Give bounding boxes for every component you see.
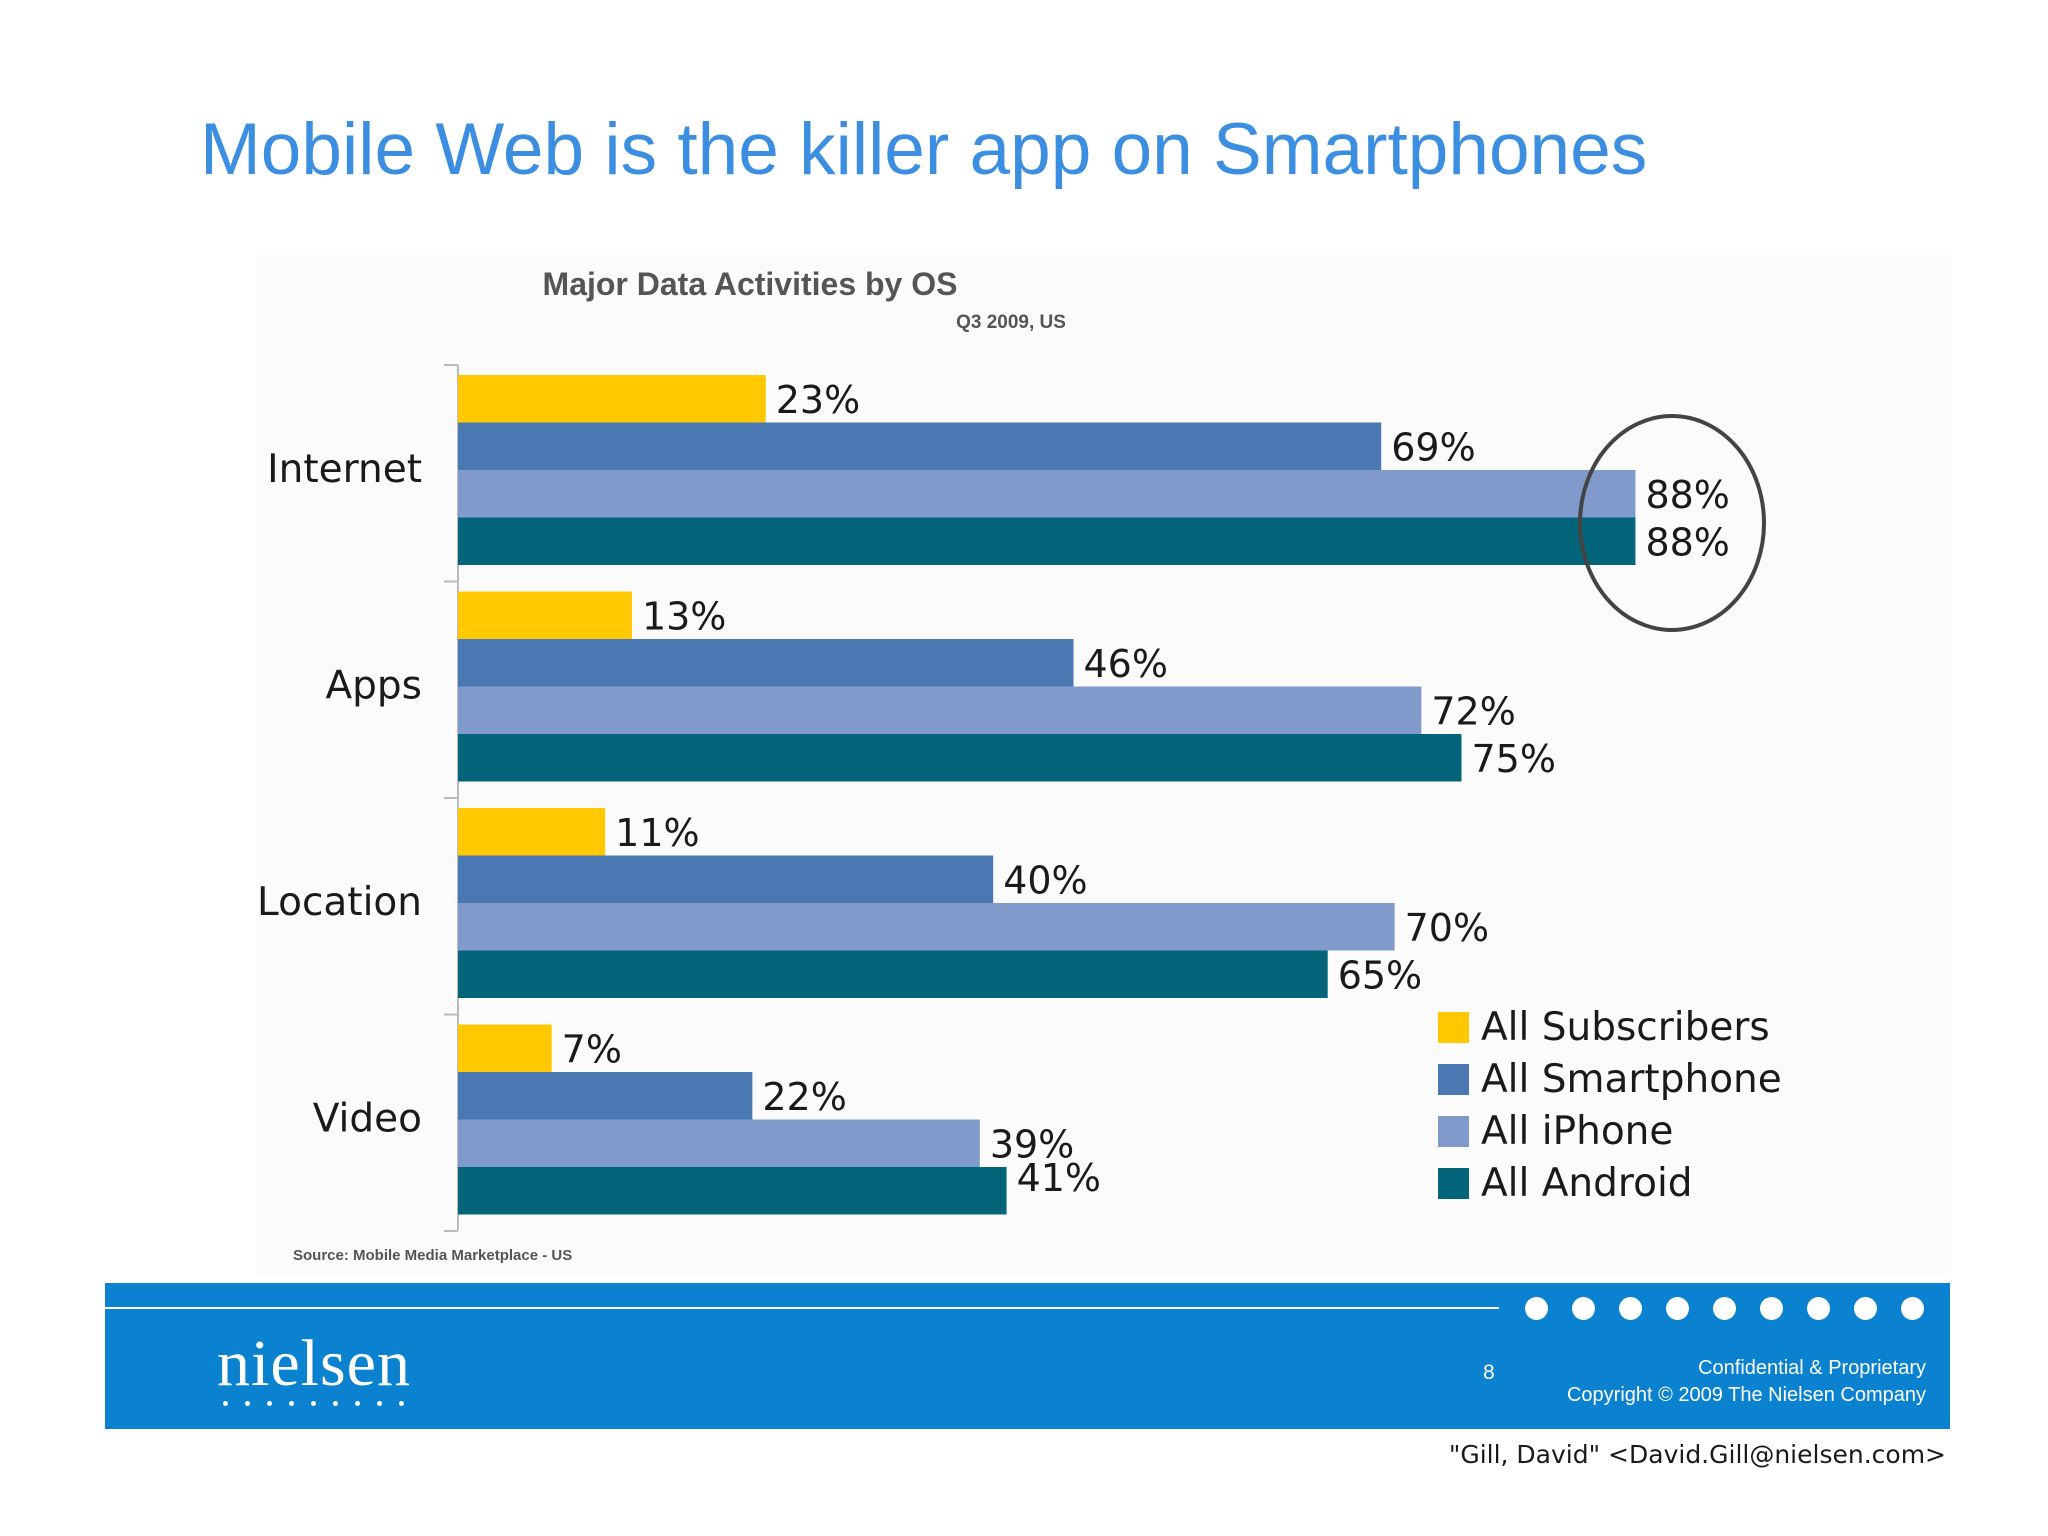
footer-dot (1666, 1297, 1689, 1320)
legend-swatch (1438, 1012, 1469, 1043)
confidential-text: Confidential & Proprietary (1698, 1357, 1926, 1379)
footer-dot (1619, 1297, 1642, 1320)
logo-dot (399, 1401, 404, 1406)
logo-dot (355, 1401, 360, 1406)
footer-divider (105, 1307, 1499, 1309)
confidential-notice: Confidential & Proprietary Copyright © 2… (1567, 1355, 1926, 1409)
footer-dot (1572, 1297, 1595, 1320)
legend-label: All iPhone (1481, 1109, 1673, 1154)
data-label: 88% (1645, 473, 1729, 517)
legend-label: All Subscribers (1481, 1005, 1770, 1050)
sender-email: "Gill, David" <David.Gill@nielsen.com> (1448, 1440, 1946, 1469)
bar (458, 1119, 980, 1167)
bar (458, 375, 766, 423)
footer-dot (1760, 1297, 1783, 1320)
logo-dot (289, 1401, 294, 1406)
data-label: 11% (615, 811, 699, 855)
page-number: 8 (1483, 1361, 1495, 1384)
footer-dot (1713, 1297, 1736, 1320)
logo-dot (377, 1401, 382, 1406)
bar (458, 470, 1636, 518)
bar (458, 903, 1395, 951)
logo-dot (223, 1401, 228, 1406)
data-label: 46% (1083, 642, 1167, 686)
chart-panel: Major Data Activities by OS Q3 2009, US … (258, 255, 1950, 1275)
bar (458, 808, 606, 856)
footer-dot (1807, 1297, 1830, 1320)
bar (458, 517, 1636, 565)
footer-dot (1901, 1297, 1924, 1320)
legend-swatch (1438, 1168, 1469, 1199)
data-label: 39% (990, 1122, 1074, 1166)
data-label: 69% (1391, 425, 1475, 469)
chart-title: Major Data Activities by OS (543, 266, 958, 302)
data-label: 7% (562, 1027, 622, 1071)
data-label: 70% (1405, 906, 1489, 950)
bar (458, 950, 1328, 998)
bar (458, 1167, 1007, 1215)
logo-dot (267, 1401, 272, 1406)
category-label: Location (258, 880, 422, 925)
logo-dot (245, 1401, 250, 1406)
bar (458, 1024, 552, 1072)
chart-subtitle: Q3 2009, US (956, 312, 1066, 333)
data-label: 13% (642, 594, 726, 638)
footer-dot-row (1525, 1297, 1924, 1320)
footer-dot (1525, 1297, 1548, 1320)
legend-label: All Smartphone (1481, 1057, 1782, 1102)
copyright-text: Copyright © 2009 The Nielsen Company (1566, 1384, 1926, 1406)
footer-dot (1854, 1297, 1877, 1320)
bar (458, 855, 994, 903)
bar (458, 1072, 753, 1120)
bar (458, 422, 1382, 470)
source-note: Source: Mobile Media Marketplace - US (293, 1247, 572, 1264)
data-label: 41% (1017, 1156, 1101, 1200)
category-label: Internet (267, 447, 422, 492)
highlight-circle (1578, 414, 1766, 632)
logo-dots (223, 1401, 404, 1406)
bar (458, 639, 1074, 687)
bar (458, 734, 1462, 782)
bar-chart: Major Data Activities by OS Q3 2009, US … (258, 266, 1782, 1264)
data-label: 75% (1472, 737, 1556, 781)
logo-dot (333, 1401, 338, 1406)
data-label: 72% (1431, 689, 1515, 733)
legend-label: All Android (1481, 1161, 1693, 1206)
category-label: Apps (325, 664, 422, 709)
data-label: 65% (1338, 953, 1422, 997)
legend-swatch (1438, 1116, 1469, 1147)
data-label: 23% (776, 378, 860, 422)
slide-title: Mobile Web is the killer app on Smartpho… (200, 109, 1648, 190)
category-label: Video (313, 1097, 422, 1142)
data-label: 22% (762, 1075, 846, 1119)
footer-bar: nielsen 8 Confidential & Proprietary Cop… (105, 1283, 1950, 1429)
nielsen-logo: nielsen (217, 1327, 411, 1400)
bar (458, 591, 632, 639)
legend-swatch (1438, 1064, 1469, 1095)
data-label: 40% (1003, 858, 1087, 902)
logo-dot (311, 1401, 316, 1406)
data-label: 88% (1645, 520, 1729, 564)
bar (458, 686, 1422, 734)
